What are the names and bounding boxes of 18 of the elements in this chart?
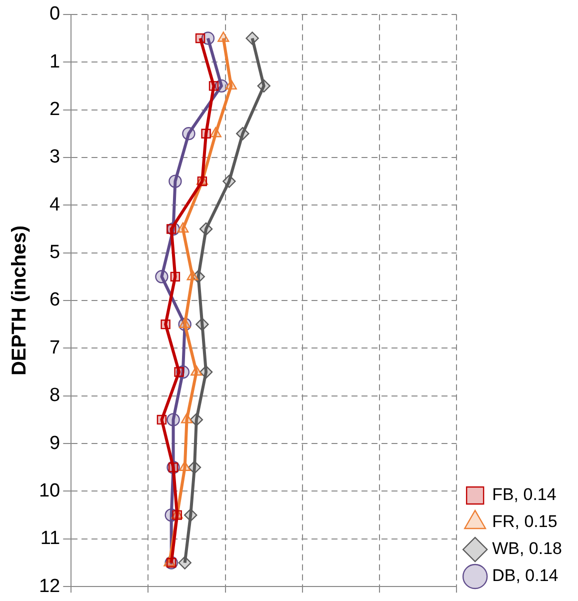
y-tick-label: 5	[50, 242, 60, 264]
y-tick-label: 1	[50, 51, 60, 72]
y-tick-label: 7	[50, 337, 60, 358]
y-tick-label: 9	[50, 432, 60, 454]
y-tick-label: 2	[50, 99, 60, 120]
y-tick-label: 0	[50, 4, 60, 25]
legend-label: DB, 0.14	[492, 566, 558, 586]
legend-label: FR, 0.15	[492, 512, 558, 532]
y-axis-title: DEPTH (inches)	[8, 225, 31, 376]
y-tick-label: 12	[38, 576, 60, 597]
y-tick-label: 11	[40, 528, 60, 550]
y-tick-label: 8	[50, 385, 60, 406]
legend-label: FB, 0.14	[492, 485, 556, 504]
y-tick-label: 3	[50, 146, 60, 168]
y-tick-label: 6	[50, 290, 60, 311]
y-tick-label: 10	[38, 480, 60, 502]
legend-label: WB, 0.18	[492, 539, 562, 558]
y-tick-label: 4	[50, 194, 61, 216]
